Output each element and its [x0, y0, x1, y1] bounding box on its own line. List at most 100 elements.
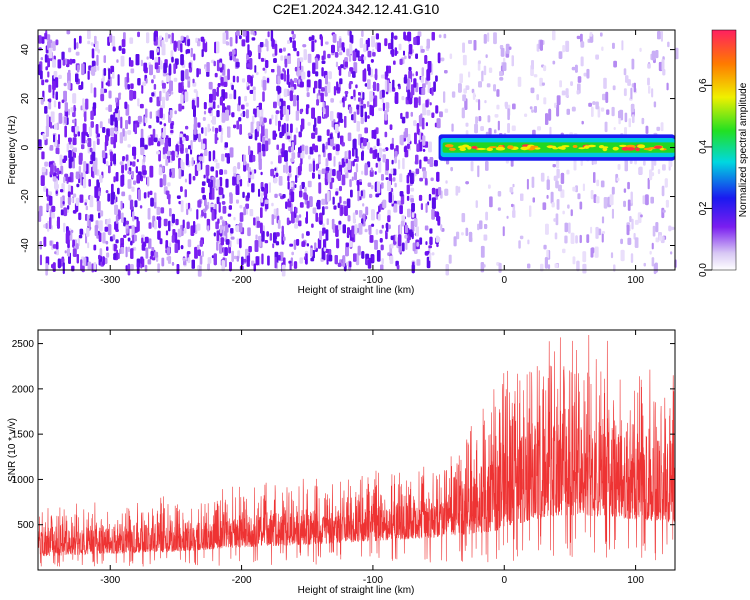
- noise-cell: [201, 187, 205, 194]
- noise-cell: [279, 132, 283, 139]
- noise-cell: [497, 191, 502, 197]
- noise-cell: [279, 48, 283, 53]
- noise-cell: [493, 32, 497, 45]
- noise-cell: [249, 171, 252, 175]
- noise-cell: [375, 162, 378, 168]
- noise-cell: [204, 127, 208, 137]
- noise-cell: [132, 161, 136, 167]
- signal-peak: [621, 146, 630, 151]
- noise-cell: [600, 32, 603, 37]
- noise-cell: [363, 138, 367, 147]
- noise-cell: [605, 91, 609, 103]
- noise-cell: [159, 90, 162, 102]
- noise-cell: [221, 260, 225, 272]
- noise-cell: [127, 160, 130, 167]
- noise-cell: [450, 167, 453, 172]
- noise-cell: [89, 160, 93, 165]
- noise-cell: [387, 65, 391, 74]
- noise-cell: [275, 110, 279, 115]
- noise-cell: [549, 126, 552, 136]
- noise-cell: [649, 250, 652, 255]
- noise-cell: [558, 51, 563, 59]
- noise-cell: [64, 125, 67, 138]
- noise-cell: [577, 193, 581, 200]
- noise-cell: [117, 210, 121, 220]
- noise-cell: [84, 111, 87, 122]
- noise-cell: [207, 263, 210, 271]
- noise-cell: [216, 110, 220, 118]
- noise-cell: [81, 144, 85, 150]
- noise-cell: [527, 263, 531, 269]
- noise-cell: [411, 264, 415, 274]
- noise-cell: [356, 104, 359, 110]
- noise-cell: [273, 58, 277, 63]
- noise-cell: [216, 86, 219, 97]
- noise-cell: [276, 144, 279, 150]
- noise-cell: [348, 54, 352, 62]
- noise-cell: [357, 190, 360, 202]
- noise-cell: [418, 96, 421, 106]
- noise-cell: [45, 125, 49, 137]
- noise-cell: [216, 230, 219, 242]
- noise-cell: [497, 207, 501, 211]
- noise-cell: [358, 97, 361, 102]
- noise-cell: [76, 42, 79, 49]
- noise-cell: [275, 172, 279, 177]
- noise-cell: [211, 255, 215, 259]
- noise-cell: [131, 225, 135, 237]
- noise-cell: [149, 165, 154, 178]
- noise-cell: [512, 183, 515, 188]
- noise-cell: [283, 47, 286, 52]
- noise-cell: [90, 83, 93, 94]
- noise-cell: [416, 143, 420, 152]
- noise-cell: [290, 191, 295, 203]
- noise-cell: [239, 205, 243, 209]
- noise-cell: [264, 199, 269, 205]
- noise-cell: [611, 208, 614, 219]
- noise-cell: [283, 70, 286, 82]
- noise-cell: [286, 217, 290, 226]
- signal-peak: [601, 146, 609, 149]
- noise-cell: [47, 55, 50, 68]
- noise-cell: [136, 159, 139, 163]
- noise-cell: [488, 127, 492, 135]
- noise-cell: [249, 209, 254, 217]
- noise-cell: [108, 104, 112, 112]
- noise-cell: [315, 57, 319, 70]
- noise-cell: [229, 93, 233, 100]
- noise-cell: [306, 79, 311, 88]
- noise-cell: [474, 123, 478, 134]
- noise-cell: [307, 70, 311, 78]
- noise-cell: [55, 91, 58, 100]
- noise-cell: [465, 227, 469, 236]
- noise-cell: [560, 189, 565, 198]
- noise-cell: [348, 150, 351, 160]
- noise-cell: [318, 182, 322, 194]
- noise-cell: [359, 181, 362, 186]
- noise-cell: [551, 202, 555, 208]
- noise-cell: [406, 195, 410, 201]
- noise-cell: [94, 35, 97, 45]
- noise-cell: [398, 43, 402, 51]
- snr-x-ticks: -300 -200 -100 0 100: [100, 330, 644, 586]
- noise-cell: [282, 105, 286, 115]
- noise-cell: [285, 109, 289, 122]
- noise-cell: [380, 244, 384, 251]
- noise-cell: [61, 99, 65, 104]
- noise-cell: [259, 42, 264, 48]
- noise-cell: [110, 65, 115, 74]
- noise-cell: [120, 55, 125, 67]
- noise-cell: [185, 147, 188, 154]
- noise-cell: [301, 233, 304, 239]
- noise-cell: [364, 228, 368, 233]
- noise-cell: [299, 108, 303, 115]
- noise-cell: [371, 105, 374, 117]
- noise-cell: [506, 215, 509, 219]
- noise-cell: [55, 39, 59, 46]
- noise-cell: [58, 101, 61, 109]
- noise-cell: [121, 164, 124, 174]
- noise-cell: [80, 172, 83, 179]
- noise-cell: [425, 241, 428, 246]
- noise-cell: [484, 224, 488, 229]
- noise-cell: [489, 196, 493, 208]
